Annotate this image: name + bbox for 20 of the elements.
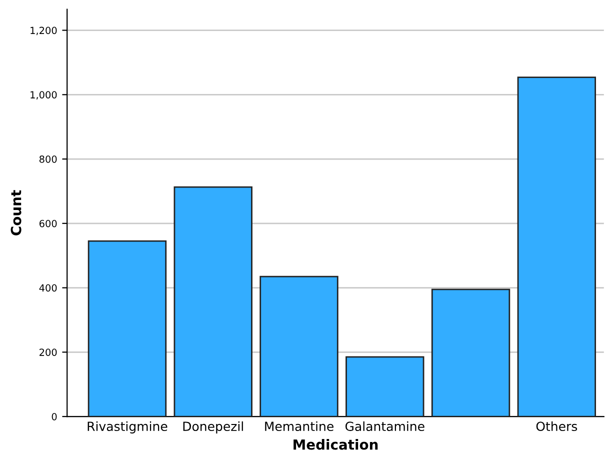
y-tick-label: 200 (40, 348, 57, 356)
x-tick-label: Donepezil (183, 421, 243, 434)
bar (346, 356, 424, 417)
y-axis-title: Count (10, 190, 22, 236)
bar (517, 76, 596, 417)
x-tick-label: Galantamine (345, 421, 424, 432)
y-tick-label: 1,200 (30, 26, 57, 36)
bar (431, 288, 510, 417)
x-tick-label: Others (536, 421, 578, 432)
x-tick-label: Rivastigmine (88, 421, 168, 434)
bar (260, 276, 338, 417)
x-axis-title: Medication (294, 439, 378, 450)
y-tick-label: 800 (39, 156, 57, 163)
bar (88, 240, 167, 417)
y-tick-label: 0 (52, 413, 57, 420)
y-tick-label: 1,000 (30, 91, 57, 100)
y-tick-label: 400 (39, 284, 57, 292)
x-tick-label: Memantine (265, 421, 334, 432)
bar (174, 186, 252, 417)
y-tick-label: 600 (40, 220, 57, 228)
